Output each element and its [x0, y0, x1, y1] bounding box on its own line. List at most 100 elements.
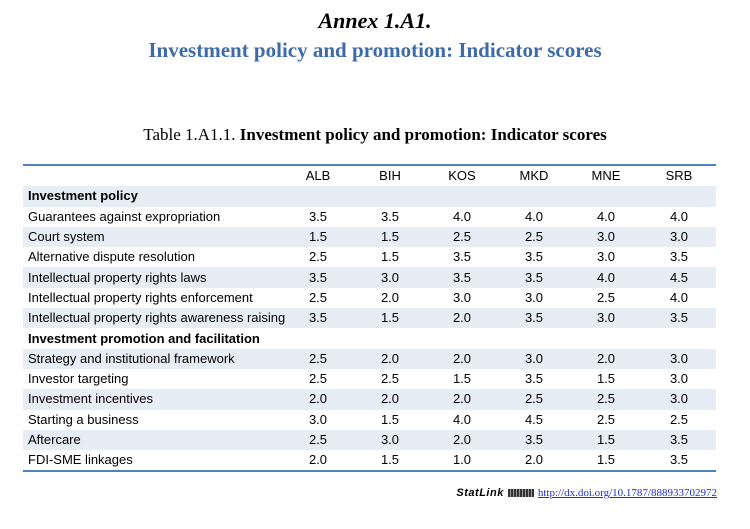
score-cell: 3.5 [669, 249, 689, 265]
row-label: Investor targeting [28, 371, 129, 387]
table-number: Table 1.A1.1. [143, 125, 236, 144]
score-cell: 2.0 [426, 429, 498, 451]
score-cell: 3.0 [642, 389, 716, 410]
table-caption: Table 1.A1.1. Investment policy and prom… [0, 124, 750, 146]
score-cell: 2.0 [354, 389, 426, 410]
score-cell: 2.5 [426, 226, 498, 248]
score-cell: 3.0 [354, 429, 426, 451]
score-cell: 1.5 [596, 371, 616, 387]
row-label: Starting a business [28, 411, 139, 427]
score-cell: 3.5 [282, 267, 354, 288]
column-header [23, 166, 282, 186]
score-cell: 2.0 [282, 389, 354, 410]
score-cell [570, 186, 642, 207]
score-cell: 2.5 [596, 289, 616, 305]
score-cell [570, 328, 642, 348]
score-cell: 4.0 [524, 208, 544, 224]
score-cell [354, 186, 426, 207]
score-cell: 3.0 [669, 371, 689, 387]
score-cell: 1.5 [380, 249, 400, 265]
score-cell: 2.0 [354, 348, 426, 369]
table-row: Strategy and institutional framework 2.5 2… [23, 348, 716, 369]
score-cell [642, 186, 716, 207]
score-cell: 3.0 [570, 308, 642, 329]
table-row: Investor targeting 2.5 2.5 1.5 3.5 1.5 3.0 [23, 369, 716, 389]
score-cell: 3.5 [452, 249, 472, 265]
score-cell: 2.5 [596, 411, 616, 427]
score-cell: 3.5 [498, 308, 570, 329]
statlink-url-link[interactable]: http://dx.doi.org/10.1787/888933702972 [537, 487, 717, 499]
score-cell: 1.5 [354, 308, 426, 329]
table-row: Intellectual property rights enforcement… [23, 288, 716, 308]
score-cell: 1.5 [282, 226, 354, 248]
score-cell: 2.5 [282, 429, 354, 451]
row-label: Intellectual property rights enforcement [28, 289, 253, 305]
column-header-bih: BIH [379, 168, 401, 184]
score-cell: 3.5 [498, 429, 570, 451]
score-cell: 3.5 [308, 208, 328, 224]
score-cell: 3.0 [524, 289, 544, 305]
score-cell: 3.5 [524, 249, 544, 265]
score-cell: 1.5 [452, 371, 472, 387]
table-row: FDI-SME linkages 2.0 1.5 1.0 2.0 1.5 3.5 [23, 450, 716, 470]
row-label: Strategy and institutional framework [23, 348, 282, 369]
score-cell: 3.0 [354, 267, 426, 288]
score-cell: 3.5 [642, 308, 716, 329]
section-header-row: Investment promotion and facilitation [23, 328, 716, 348]
table-row: Investment incentives 2.0 2.0 2.0 2.5 2.5 3.0 [23, 389, 716, 410]
score-cell: 4.0 [452, 411, 472, 427]
score-cell: 3.0 [308, 411, 328, 427]
score-cell: 3.0 [642, 348, 716, 369]
indicator-table-container: ALB BIH KOS MKD MNE SRB Investment polic… [23, 164, 716, 473]
score-cell: 3.0 [452, 289, 472, 305]
row-label: Court system [23, 226, 282, 248]
score-cell [642, 328, 716, 348]
score-cell: 2.5 [498, 389, 570, 410]
score-cell: 2.5 [308, 249, 328, 265]
score-cell: 4.0 [596, 208, 616, 224]
score-cell: 4.5 [524, 411, 544, 427]
indicator-table: ALB BIH KOS MKD MNE SRB Investment polic… [23, 166, 716, 470]
score-cell: 2.5 [308, 371, 328, 387]
score-cell: 3.5 [426, 267, 498, 288]
annex-title: Annex 1.A1. [318, 8, 432, 33]
score-cell [354, 328, 426, 348]
score-cell: 2.0 [426, 348, 498, 369]
column-header-srb: SRB [665, 168, 693, 184]
column-header-kos: KOS [448, 168, 476, 184]
score-cell: 2.0 [426, 389, 498, 410]
score-cell: 3.0 [642, 226, 716, 248]
score-cell: 3.5 [380, 208, 400, 224]
score-cell: 2.5 [308, 289, 328, 305]
statlink-logo-icon [507, 489, 534, 497]
table-bottom-rule [23, 470, 716, 473]
annex-subtitle: Investment policy and promotion: Indicat… [148, 38, 602, 62]
score-cell: 1.5 [354, 226, 426, 248]
table-header-row: ALB BIH KOS MKD MNE SRB [23, 166, 716, 186]
table-row: Starting a business 3.0 1.5 4.0 4.5 2.5 2.5 [23, 410, 716, 430]
table-top-rule [23, 164, 716, 166]
score-cell: 2.0 [524, 452, 544, 468]
section-label: Investment promotion and facilitation [28, 330, 260, 346]
table-row: Intellectual property rights laws 3.5 3.0 3… [23, 267, 716, 288]
score-cell: 2.0 [380, 289, 400, 305]
table-row: Aftercare 2.5 3.0 2.0 3.5 1.5 3.5 [23, 429, 716, 451]
score-cell: 4.0 [669, 289, 689, 305]
row-label: Alternative dispute resolution [28, 249, 195, 265]
score-cell: 3.5 [669, 452, 689, 468]
score-cell: 2.0 [308, 452, 328, 468]
score-cell: 3.5 [498, 267, 570, 288]
score-cell: 2.5 [282, 348, 354, 369]
score-cell: 2.5 [498, 226, 570, 248]
score-cell: 4.0 [570, 267, 642, 288]
section-label: Investment policy [23, 186, 282, 207]
score-cell [426, 186, 498, 207]
score-cell: 3.0 [570, 226, 642, 248]
score-cell: 3.5 [642, 429, 716, 451]
score-cell: 1.5 [380, 411, 400, 427]
row-label: FDI-SME linkages [28, 452, 133, 468]
column-header-mkd: MKD [519, 168, 549, 184]
statlink: StatLink http://dx.doi.org/10.1787/88893… [456, 487, 717, 499]
score-cell [498, 328, 570, 348]
row-label: Intellectual property rights awareness r… [23, 308, 285, 329]
